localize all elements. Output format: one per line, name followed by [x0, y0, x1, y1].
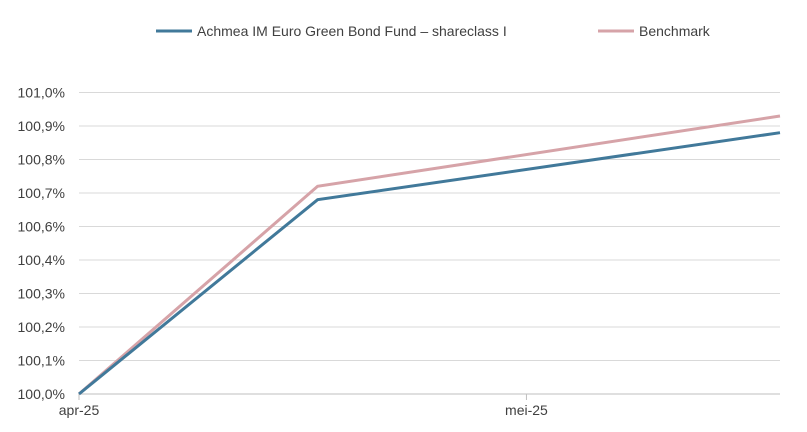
series-line	[78, 131, 781, 396]
y-tick-label: 100,3%	[18, 286, 65, 302]
legend-label: Achmea IM Euro Green Bond Fund – sharecl…	[197, 23, 507, 39]
y-tick-label: 100,4%	[18, 252, 65, 268]
axes: 100,0% 100,1% 100,2% 100,3% 100,4% 100,6% 100,…	[18, 85, 780, 418]
x-tick-label: apr-25	[59, 402, 100, 418]
y-tick-label: 100,6%	[18, 219, 65, 235]
series-lines	[78, 114, 781, 396]
legend: Achmea IM Euro Green Bond Fund – sharecl…	[156, 23, 711, 39]
y-tick-label: 100,2%	[18, 319, 65, 335]
y-tick-label: 100,8%	[18, 152, 65, 168]
x-tick-label: mei-25	[505, 402, 548, 418]
y-tick-label: 100,9%	[18, 118, 65, 134]
y-tick-label: 100,1%	[18, 353, 65, 369]
y-tick-label: 100,0%	[18, 386, 65, 402]
legend-label: Benchmark	[639, 23, 711, 39]
series-line	[78, 114, 781, 396]
y-tick-label: 101,0%	[18, 85, 65, 101]
y-tick-label: 100,7%	[18, 185, 65, 201]
